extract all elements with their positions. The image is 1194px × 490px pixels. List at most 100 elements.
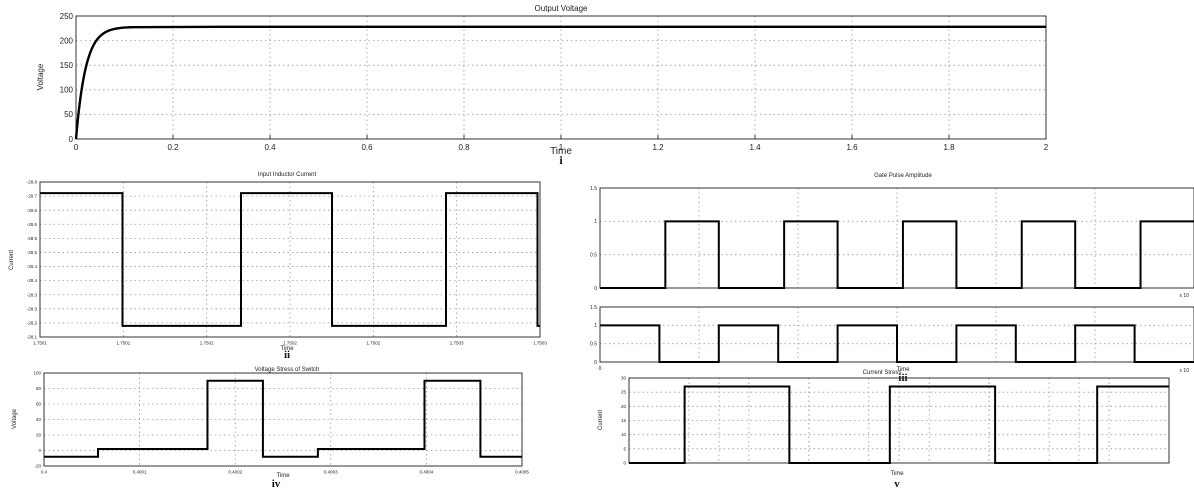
y-tick-label: -28.5 xyxy=(27,250,38,255)
y-tick-label: -28.1 xyxy=(27,335,38,340)
x-tick-label: 0.6 xyxy=(361,143,373,152)
input-current-chart: Input Inductor Current 1.7501 1.7501 1.750… xyxy=(9,172,547,361)
x-tick-label: 1.7502 xyxy=(283,341,297,346)
panel-label-i: i xyxy=(559,153,563,167)
y-tick-label: 200 xyxy=(60,36,74,45)
gate-pulse-bottom-chart: 000.511.5 x 10 Time iii xyxy=(590,305,1194,384)
output-voltage-xlabel: Time xyxy=(550,146,572,157)
y-tick-label: -28.6 xyxy=(27,208,38,213)
y-tick-label: -28.6 xyxy=(27,222,38,227)
y-tick-label: 20 xyxy=(621,404,627,409)
x-tick-label: 0.4 xyxy=(41,470,48,475)
y-tick-label: 100 xyxy=(60,86,74,95)
current-stress-ylabel: Current xyxy=(598,410,604,430)
input-current-frame xyxy=(39,181,541,338)
x-tick-label: 0.4004 xyxy=(420,470,434,475)
voltage-stress-ylabel: Voltage xyxy=(12,408,18,429)
x-tick-label: 1.7503 xyxy=(533,341,547,346)
panel-label-ii: ii xyxy=(284,349,290,361)
y-tick-label: 0 xyxy=(594,360,597,366)
y-tick-label: 250 xyxy=(60,12,74,21)
current-stress-xlabel: Time xyxy=(890,471,904,477)
x-tick-label: 1.7501 xyxy=(116,341,130,346)
gate-pulse-top-chart: Gate Pulse Amplitude 0 0.5 1 1.5 x 10 xyxy=(590,173,1194,299)
x-tick-label: 1.8 xyxy=(943,143,955,152)
y-tick-label: 0 xyxy=(38,448,41,453)
x-tick-label: 1.2 xyxy=(652,143,664,152)
y-tick-label: 20 xyxy=(36,433,42,438)
x-tick-label: 0.4002 xyxy=(228,470,242,475)
output-voltage-chart: Output Voltage 0 0.2 0.4 0.6 0.8 1 1.2 1.4 1.6 1.… xyxy=(36,4,1049,167)
input-current-trace xyxy=(40,192,540,327)
x-tick-label: 1 xyxy=(559,143,564,152)
current-stress-chart: Current Stress 0 5 10 15 20 25 30 Time Current… xyxy=(598,370,1170,490)
input-current-title: Input Inductor Current xyxy=(258,172,317,178)
y-tick-label: -28.7 xyxy=(27,194,38,199)
y-tick-label: 0.5 xyxy=(590,341,597,347)
voltage-stress-trace xyxy=(44,379,522,458)
y-tick-label: 10 xyxy=(621,432,627,437)
x-tick-label: 1.6 xyxy=(846,143,858,152)
y-tick-label: 1 xyxy=(594,323,597,329)
y-tick-label: 40 xyxy=(36,417,42,422)
x-tick-label: 0.4001 xyxy=(133,470,147,475)
x-tick-label: 1.7503 xyxy=(450,341,464,346)
y-tick-label: 1.5 xyxy=(590,305,597,311)
current-stress-frame xyxy=(628,377,1170,464)
voltage-stress-xlabel: Time xyxy=(276,473,290,479)
panel-label-v: v xyxy=(894,478,900,490)
output-voltage-title: Output Voltage xyxy=(535,4,588,13)
y-tick-label: 0 xyxy=(69,135,74,144)
x-tick-label: 1.4 xyxy=(749,143,761,152)
current-stress-title: Current Stress xyxy=(863,370,902,376)
y-tick-label: 0 xyxy=(594,286,597,292)
y-tick-label: -28.3 xyxy=(27,292,38,297)
voltage-stress-frame xyxy=(43,372,523,467)
y-tick-label: 30 xyxy=(621,376,627,381)
y-tick-label: 80 xyxy=(36,386,42,391)
y-tick-label: -28.5 xyxy=(27,236,38,241)
y-tick-label: -20 xyxy=(34,464,41,469)
input-current-ylabel: Current xyxy=(9,250,15,270)
gate-pulse-title: Gate Pulse Amplitude xyxy=(874,173,932,179)
input-current-xlabel: Time xyxy=(280,346,294,352)
y-tick-label: -28.3 xyxy=(27,306,38,311)
y-tick-label: -28.4 xyxy=(27,278,38,283)
y-tick-label: 50 xyxy=(64,110,73,119)
x-tick-label: 0.4 xyxy=(264,143,276,152)
y-tick-label: 0.5 xyxy=(590,252,597,258)
y-tick-label: -28.8 xyxy=(27,180,38,185)
y-tick-label: -28.4 xyxy=(27,264,38,269)
x-tick-label: 1.7502 xyxy=(366,341,380,346)
current-stress-trace xyxy=(629,385,1169,464)
x-tick-label: 0 xyxy=(74,143,79,152)
y-tick-label: 1.5 xyxy=(590,186,597,192)
voltage-stress-title: Voltage Stress of Switch xyxy=(255,367,320,373)
y-tick-label: 0 xyxy=(623,461,626,466)
output-voltage-ylabel: Voltage xyxy=(36,63,45,90)
x-tick-label: 0.4005 xyxy=(515,470,529,475)
x-tick-label: 0.8 xyxy=(458,143,470,152)
y-tick-label: 1 xyxy=(594,219,597,225)
gate-pulse-top-trace xyxy=(600,220,1194,289)
voltage-stress-chart: Voltage Stress of Switch 0.4 0.4001 0.4002… xyxy=(12,367,529,490)
gate-pulse-xlabel: Time xyxy=(896,367,910,373)
y-tick-label: 5 xyxy=(623,446,626,451)
y-tick-label: 15 xyxy=(621,418,627,423)
x-tick-label: 2 xyxy=(1044,143,1049,152)
y-tick-label: 100 xyxy=(33,371,41,376)
y-tick-label: 150 xyxy=(60,61,74,70)
gate-pulse-bottom-exponent: x 10 xyxy=(1180,368,1190,374)
y-tick-label: 60 xyxy=(36,402,42,407)
x-tick-label: 0.2 xyxy=(167,143,179,152)
output-voltage-trace xyxy=(74,25,1046,140)
x-tick-label: 0 xyxy=(599,366,602,372)
panel-label-iv: iv xyxy=(272,478,281,490)
gate-pulse-top-exponent: x 10 xyxy=(1180,293,1190,299)
x-tick-label: 0.4003 xyxy=(324,470,338,475)
x-tick-label: 1.7501 xyxy=(33,341,47,346)
gate-pulse-bottom-trace xyxy=(600,324,1194,363)
y-tick-label: 25 xyxy=(621,390,627,395)
y-tick-label: -28.2 xyxy=(27,320,38,325)
